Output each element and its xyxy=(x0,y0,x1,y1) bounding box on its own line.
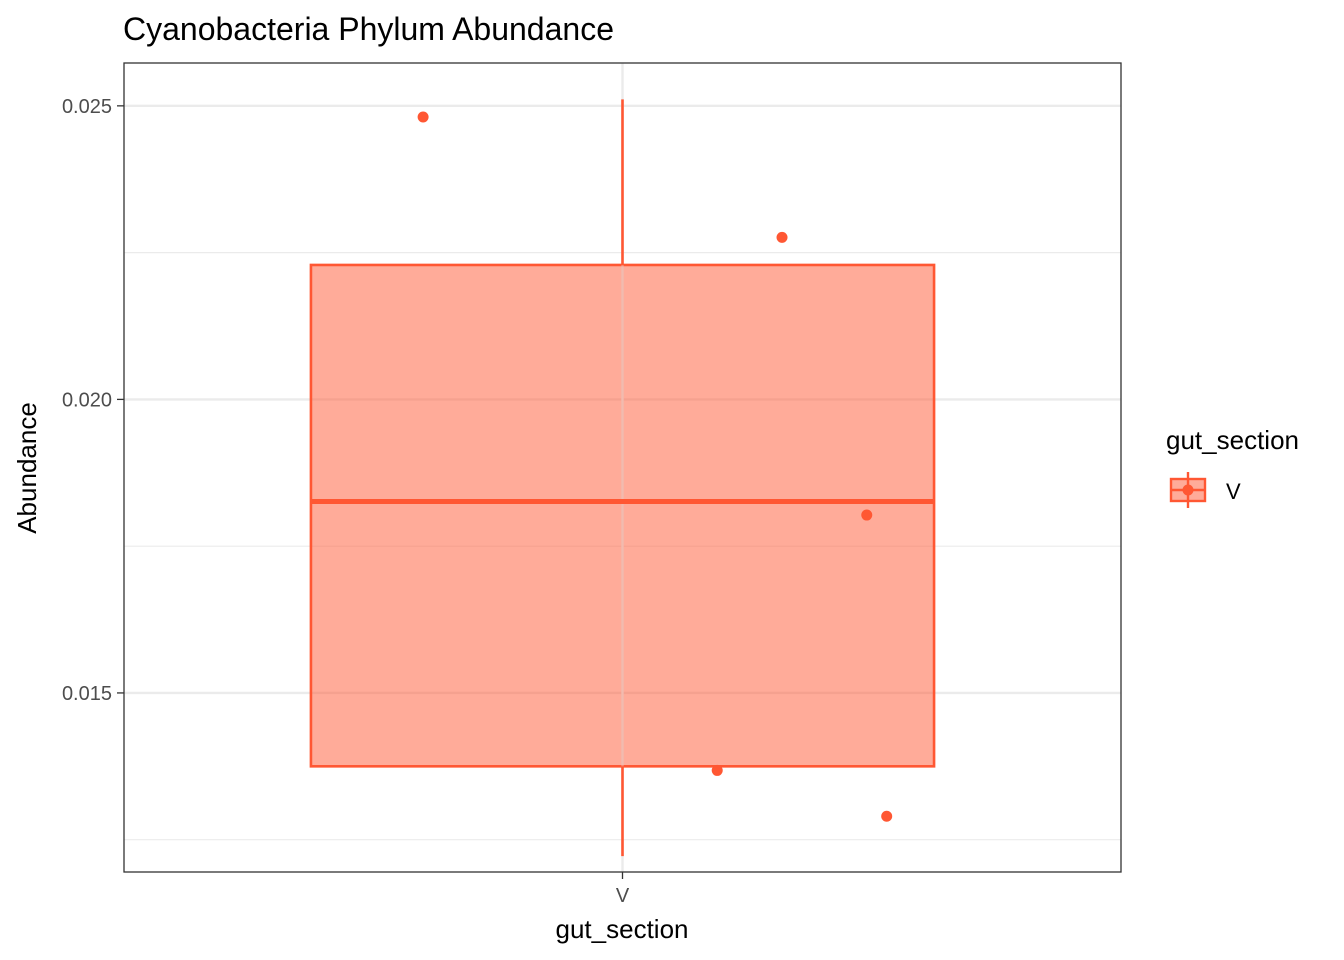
data-point-4 xyxy=(881,810,893,822)
y-tick-label-0: 0.015 xyxy=(62,683,112,705)
data-point-0 xyxy=(417,111,429,123)
legend-key-point xyxy=(1182,484,1194,496)
legend-key xyxy=(1169,472,1207,508)
y-tick-label-1: 0.020 xyxy=(62,389,112,411)
y-axis: 0.015 0.020 0.025 xyxy=(62,96,124,705)
y-tick-label-2: 0.025 xyxy=(62,96,112,118)
data-points xyxy=(417,111,893,822)
x-axis: V xyxy=(616,872,630,907)
box-iqr xyxy=(309,263,936,768)
legend-title: gut_section xyxy=(1166,425,1299,455)
boxplot xyxy=(309,99,936,857)
data-point-3 xyxy=(711,764,723,776)
data-point-1 xyxy=(776,231,788,243)
chart-title: Cyanobacteria Phylum Abundance xyxy=(123,11,614,47)
x-axis-title: gut_section xyxy=(556,914,689,944)
y-axis-title: Abundance xyxy=(12,402,42,534)
data-point-2 xyxy=(861,509,873,521)
legend: gut_section V xyxy=(1166,425,1299,508)
legend-label-v: V xyxy=(1226,479,1241,504)
x-tick-label-v: V xyxy=(616,885,630,907)
